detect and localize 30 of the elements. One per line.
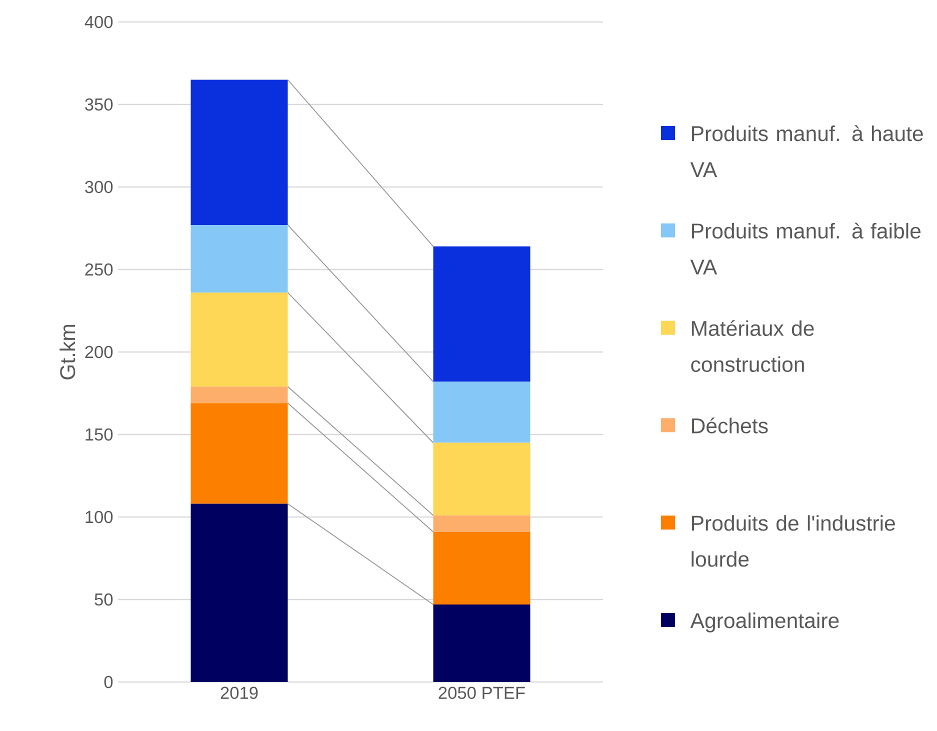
bar xyxy=(433,382,530,443)
y-tick-label: 200 xyxy=(85,346,113,358)
bar xyxy=(190,80,288,225)
legend-label: Agroalimentaire xyxy=(690,612,839,632)
y-axis-title: Gt.km xyxy=(60,324,76,380)
legend-label: Déchets xyxy=(692,417,768,434)
bar xyxy=(433,604,530,682)
bar xyxy=(433,246,530,382)
y-tick-label: 150 xyxy=(86,428,113,441)
x-tick-label: 2050 PTEF xyxy=(438,686,525,699)
y-tick-label: 300 xyxy=(85,180,113,194)
y-tick-label: 100 xyxy=(86,510,113,524)
legend-label: Produits manuf. à haute VA xyxy=(690,125,923,177)
bar xyxy=(433,532,530,604)
bar xyxy=(433,442,530,516)
y-tick-label: 400 xyxy=(84,16,113,28)
legend-label: Produits de l'industrie lourde xyxy=(692,515,895,567)
y-tick-label: 250 xyxy=(85,263,113,276)
bar xyxy=(190,224,288,293)
bar xyxy=(433,515,530,532)
bar xyxy=(190,386,288,404)
y-tick-label: 50 xyxy=(94,593,113,606)
y-tick-label: 0 xyxy=(104,676,113,688)
y-tick-label: 350 xyxy=(85,98,113,111)
bar xyxy=(190,403,288,504)
bar xyxy=(190,292,288,387)
x-tick-label: 2019 xyxy=(220,686,258,699)
legend-label: Matériaux de construction xyxy=(691,320,814,372)
legend-label: Produits manuf. à faible VA xyxy=(690,222,921,274)
bar xyxy=(190,504,288,682)
